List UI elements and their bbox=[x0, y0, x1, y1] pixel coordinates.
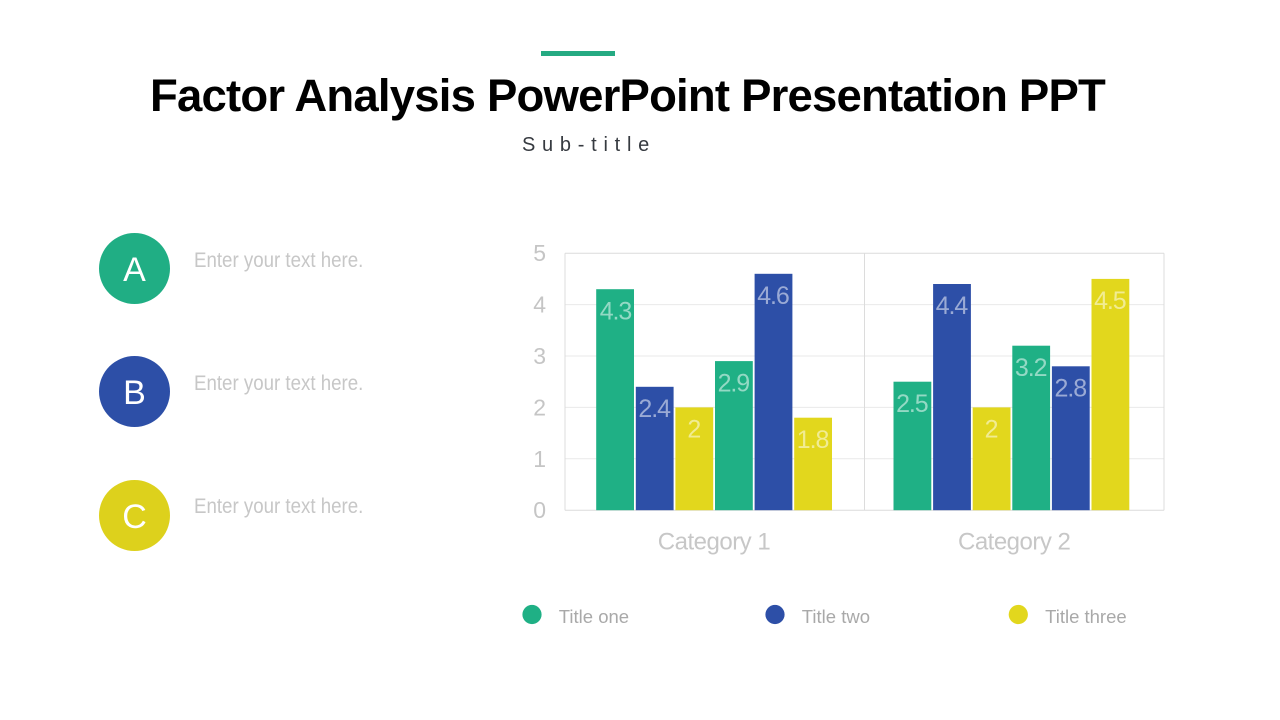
svg-text:2.9: 2.9 bbox=[718, 369, 751, 397]
svg-text:1.8: 1.8 bbox=[797, 426, 830, 454]
svg-text:4: 4 bbox=[533, 292, 546, 318]
svg-text:2.8: 2.8 bbox=[1055, 375, 1088, 403]
svg-text:3.2: 3.2 bbox=[1015, 354, 1048, 382]
svg-text:3: 3 bbox=[533, 343, 546, 369]
svg-text:2.4: 2.4 bbox=[638, 395, 671, 423]
svg-text:4.6: 4.6 bbox=[757, 282, 790, 310]
svg-text:4.3: 4.3 bbox=[600, 297, 633, 325]
svg-text:Title three: Title three bbox=[1045, 606, 1127, 627]
svg-text:2.5: 2.5 bbox=[896, 390, 929, 418]
svg-text:2: 2 bbox=[985, 416, 999, 444]
svg-text:Title one: Title one bbox=[559, 606, 629, 627]
svg-text:4.4: 4.4 bbox=[936, 292, 969, 320]
svg-text:1: 1 bbox=[533, 446, 546, 472]
svg-text:Category 2: Category 2 bbox=[958, 528, 1071, 555]
svg-text:0: 0 bbox=[533, 497, 546, 523]
svg-text:2: 2 bbox=[687, 416, 701, 444]
svg-text:Category 1: Category 1 bbox=[658, 528, 771, 555]
svg-text:Title two: Title two bbox=[802, 606, 870, 627]
svg-text:2: 2 bbox=[533, 394, 546, 420]
svg-text:4.5: 4.5 bbox=[1094, 287, 1127, 315]
svg-text:5: 5 bbox=[533, 240, 546, 266]
